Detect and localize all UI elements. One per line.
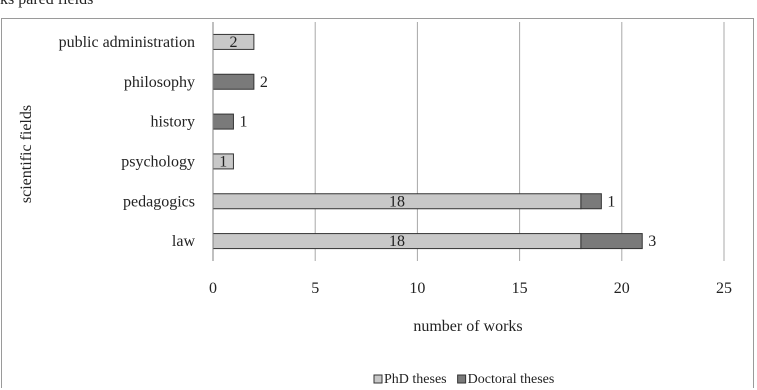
- x-tick-0: 0: [209, 280, 217, 297]
- category-label-pedagogics: pedagogics: [123, 193, 195, 210]
- data-label-history-doctoral: 1: [239, 114, 247, 131]
- legend-swatch-phd: [373, 374, 383, 384]
- x-axis-title: number of works: [413, 318, 522, 335]
- gridlines: [314, 22, 725, 261]
- data-label-law-phd: 18: [389, 233, 405, 250]
- x-tick-25: 25: [716, 280, 732, 297]
- data-label-law-doctoral: 3: [648, 233, 656, 250]
- bar-law-doctoral: [580, 233, 643, 250]
- category-label-history: history: [151, 114, 195, 131]
- bar-history-doctoral: [212, 113, 234, 130]
- data-label-pedagogics-doctoral: 1: [607, 193, 615, 210]
- y-axis-title: scientific fields: [18, 105, 35, 203]
- legend-swatch-doctoral: [457, 374, 467, 384]
- category-labels: public administration philosophy history ps…: [59, 34, 196, 250]
- category-label-philosophy: philosophy: [124, 74, 195, 91]
- x-tick-labels: 0 5 10 15 20 25: [209, 280, 732, 297]
- data-label-pedagogics-phd: 18: [389, 193, 405, 210]
- legend-label-doctoral: Doctoral theses: [468, 372, 555, 387]
- chart-frame: [1, 18, 754, 388]
- x-tick-5: 5: [311, 280, 319, 297]
- data-label-public-administration-phd: 2: [229, 34, 237, 51]
- legend: PhD theses Doctoral theses: [373, 372, 555, 387]
- category-label-public-administration: public administration: [59, 34, 195, 51]
- x-tick-20: 20: [614, 280, 630, 297]
- category-label-psychology: psychology: [121, 153, 195, 170]
- data-label-philosophy-doctoral: 2: [260, 74, 268, 91]
- legend-label-phd: PhD theses: [384, 372, 447, 387]
- data-labels: 2 2 1 1 18 1 18 3: [219, 34, 656, 250]
- caption-fragment: ks pared fields: [0, 0, 93, 9]
- bar-pedagogics-doctoral: [580, 193, 602, 210]
- data-label-psychology-phd: 1: [219, 153, 227, 170]
- x-tick-10: 10: [409, 280, 425, 297]
- category-label-law: law: [172, 233, 196, 250]
- bar-philosophy-doctoral: [212, 73, 255, 90]
- bars: [212, 33, 643, 250]
- x-tick-15: 15: [512, 280, 528, 297]
